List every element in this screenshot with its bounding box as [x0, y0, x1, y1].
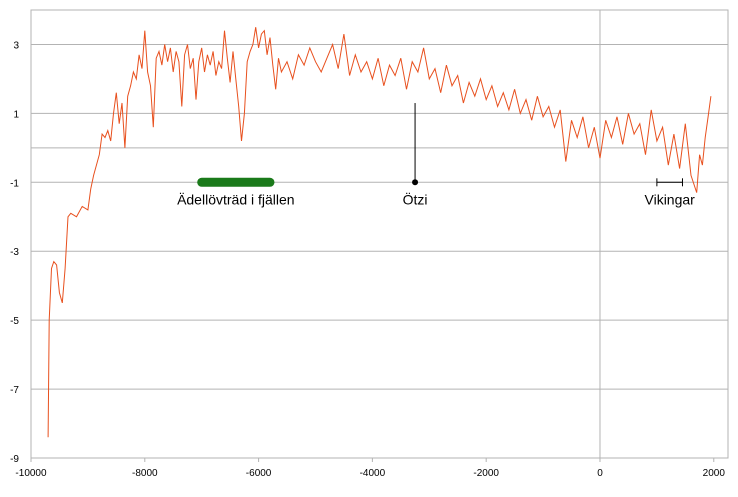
- x-tick-label: -10000: [15, 468, 47, 479]
- y-tick-label: 1: [13, 109, 19, 120]
- x-tick-label: 0: [597, 468, 603, 479]
- annotation-label: Ädellövträd i fjällen: [177, 191, 295, 207]
- data-line: [47, 27, 712, 438]
- x-tick-label: -4000: [360, 468, 386, 479]
- y-tick-label: -1: [10, 178, 19, 189]
- plot-area: [30, 9, 729, 459]
- annotation-label: Ötzi: [403, 190, 428, 207]
- x-tick-label: 2000: [703, 468, 726, 479]
- x-tick-label: -8000: [132, 468, 158, 479]
- y-tick-label: -7: [10, 385, 19, 396]
- annotation-label: Vikingar: [645, 191, 696, 207]
- y-tick-label: 3: [13, 40, 19, 51]
- y-tick-label: -9: [10, 454, 19, 465]
- x-tick-label: -2000: [473, 468, 499, 479]
- y-tick-label: -3: [10, 247, 19, 258]
- annotation-dot: [412, 179, 419, 186]
- x-tick-label: -6000: [246, 468, 272, 479]
- y-tick-label: -5: [10, 316, 19, 327]
